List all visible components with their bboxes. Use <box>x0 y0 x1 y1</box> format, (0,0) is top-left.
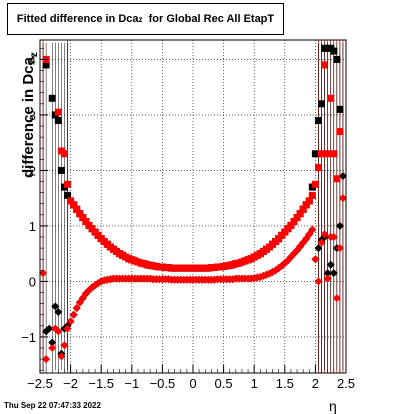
data-point-diamond <box>329 269 338 278</box>
chart-title-rest: for Global Rec All EtapT <box>142 13 275 25</box>
x-tick-label: 0.5 <box>215 376 233 391</box>
data-point-square <box>54 116 62 124</box>
y-tick-label: 2 <box>29 163 36 178</box>
data-point-square <box>54 108 62 116</box>
timestamp: Thu Sep 22 07:47:33 2022 <box>4 401 101 410</box>
data-point-square <box>330 47 338 55</box>
x-tick-label: 0 <box>189 376 196 391</box>
data-point-square <box>76 210 84 218</box>
x-tick-label: −1 <box>124 376 139 391</box>
data-point-square <box>311 150 319 158</box>
data-point-diamond <box>323 274 332 283</box>
data-point-diamond <box>63 324 72 333</box>
data-point-square <box>314 164 322 172</box>
plot-background <box>40 40 346 373</box>
chart-title-box: Fitted difference in Dca z for Global Rec… <box>7 3 284 35</box>
x-tick-label: 2.5 <box>337 376 355 391</box>
data-point-diamond <box>54 307 63 316</box>
data-point-square <box>308 191 316 199</box>
data-point-diamond <box>329 233 338 242</box>
y-tick-label: 3 <box>29 108 36 123</box>
data-point-square <box>330 150 338 158</box>
y-tick-label: −1 <box>21 330 36 345</box>
data-point-diamond <box>335 244 344 253</box>
x-tick-label: −2 <box>63 376 78 391</box>
data-point-square <box>311 180 319 188</box>
data-point-diamond <box>323 269 332 278</box>
data-point-diamond <box>57 352 66 361</box>
data-point-diamond <box>311 255 320 264</box>
x-tick-label: 2 <box>312 376 319 391</box>
y-tick-label: 0 <box>29 274 36 289</box>
x-tick-label: −2.5 <box>27 376 53 391</box>
data-point-diamond <box>72 304 81 313</box>
data-point-diamond <box>314 244 323 253</box>
data-point-square <box>64 191 72 199</box>
data-point-square <box>60 150 68 158</box>
data-point-square <box>333 55 341 63</box>
data-point-square <box>287 221 295 229</box>
data-point-diamond <box>54 327 63 336</box>
data-point-square <box>336 105 344 113</box>
data-point-diamond <box>308 225 317 234</box>
data-point-diamond <box>42 355 51 364</box>
data-point-diamond <box>48 338 57 347</box>
chart-title-subscript: z <box>138 14 143 24</box>
data-point-diamond <box>66 317 75 326</box>
data-point-diamond <box>335 221 344 230</box>
data-point-diamond <box>45 324 54 333</box>
data-point-diamond <box>51 302 60 311</box>
data-point-square <box>42 61 50 69</box>
data-point-diamond <box>39 269 48 278</box>
data-point-square <box>321 61 329 69</box>
data-point-diamond <box>320 230 329 239</box>
data-point-square <box>333 175 341 183</box>
data-point-square <box>48 94 56 102</box>
data-point-square <box>299 205 307 213</box>
data-point-square <box>57 166 65 174</box>
x-axis-label: η <box>329 398 337 414</box>
data-point-square <box>67 197 75 205</box>
x-tick-label: 1.5 <box>276 376 294 391</box>
chart-title: Fitted difference in Dca z for Global Rec… <box>8 4 283 34</box>
data-point-square <box>302 201 310 209</box>
data-point-square <box>290 217 298 225</box>
data-point-diamond <box>338 171 347 180</box>
data-point-square <box>305 197 313 205</box>
data-point-square <box>314 116 322 124</box>
data-point-square <box>296 210 304 218</box>
data-point-diamond <box>317 238 326 247</box>
data-point-diamond <box>314 277 323 286</box>
data-point-diamond <box>326 260 335 269</box>
data-point-square <box>79 214 87 222</box>
data-point-diamond <box>60 341 69 350</box>
data-point-square <box>336 128 344 136</box>
data-point-diamond <box>338 194 347 203</box>
y-tick-label: 1 <box>29 219 36 234</box>
data-point-square <box>318 150 326 158</box>
y-tick-label: 4 <box>29 52 36 67</box>
data-point-square <box>73 205 81 213</box>
data-point-square <box>82 217 90 225</box>
x-tick-label: −1.5 <box>88 376 114 391</box>
x-tick-label: 1 <box>251 376 258 391</box>
data-point-square <box>318 100 326 108</box>
data-point-square <box>70 201 78 209</box>
data-point-diamond <box>69 310 78 319</box>
data-point-square <box>293 214 301 222</box>
data-point-square <box>64 180 72 188</box>
data-point-diamond <box>332 294 341 303</box>
data-point-square <box>327 94 335 102</box>
chart-title-main: Fitted difference in Dca <box>16 13 139 25</box>
data-point-diamond <box>48 344 57 353</box>
x-tick-label: −0.5 <box>150 376 176 391</box>
data-point-square <box>324 150 332 158</box>
